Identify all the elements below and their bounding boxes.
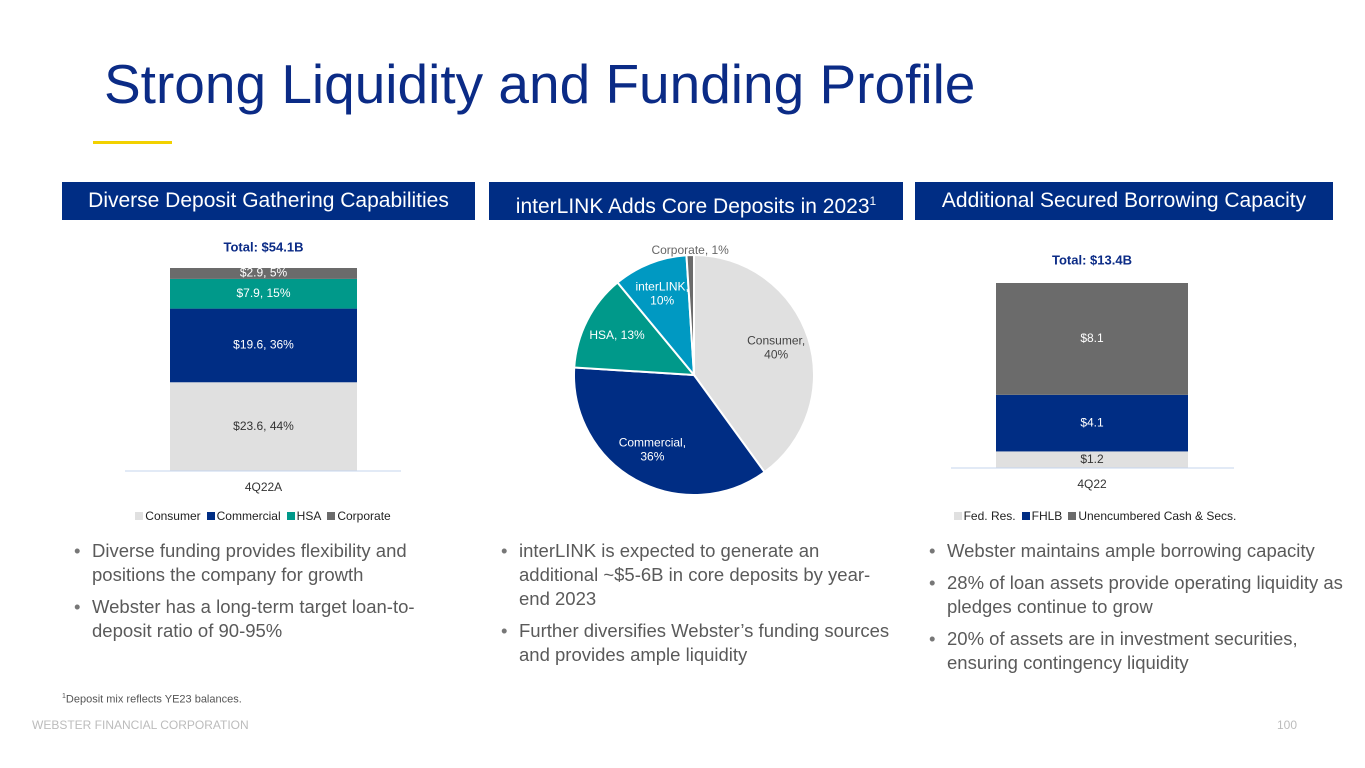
- slice-label: HSA, 13%: [589, 328, 645, 342]
- bar-segment: [170, 268, 357, 279]
- bullet-list: Diverse funding provides flexibility and…: [72, 539, 472, 651]
- legend-item: Fed. Res.: [953, 509, 1016, 523]
- pie-slice: [573, 366, 766, 496]
- footnote-ref: 1: [869, 194, 877, 208]
- data-label: $2.9, 5%: [240, 266, 288, 280]
- slice-label-line: Consumer,: [747, 333, 805, 347]
- x-tick-label: 4Q22: [1077, 477, 1107, 491]
- footnote-marker: 1: [62, 693, 66, 700]
- panel-header: Additional Secured Borrowing Capacity: [915, 182, 1333, 220]
- panel-header: interLINK Adds Core Deposits in 20231: [489, 182, 903, 220]
- chart-title: Total: $13.4B: [1052, 252, 1132, 267]
- bar-segment: [170, 382, 357, 471]
- bullet-list: interLINK is expected to generate an add…: [499, 539, 899, 675]
- legend-label: Commercial: [216, 509, 281, 523]
- slice-label-line: interLINK,: [636, 280, 689, 294]
- data-label: $19.6, 36%: [233, 338, 294, 352]
- panel-header: Diverse Deposit Gathering Capabilities: [62, 182, 475, 220]
- slice-label-line: 10%: [650, 294, 674, 308]
- data-label: $8.1: [1080, 331, 1104, 345]
- legend-label: Consumer: [145, 509, 201, 523]
- legend-item: Commercial: [206, 509, 281, 523]
- bullet: interLINK is expected to generate an add…: [501, 539, 899, 611]
- bar-segment: [996, 394, 1188, 452]
- footnote-text: Deposit mix reflects YE23 balances.: [65, 693, 242, 706]
- slice-label-line: 36%: [640, 450, 664, 464]
- legend-swatch: [953, 512, 962, 520]
- legend: Fed. Res. FHLB Unencumbered Cash & Secs.: [920, 509, 1270, 523]
- legend-swatch: [327, 512, 336, 520]
- slide-title: Strong Liquidity and Funding Profile: [104, 53, 976, 115]
- bullet-list: Webster maintains ample borrowing capaci…: [927, 539, 1347, 683]
- bullet: Diverse funding provides flexibility and…: [74, 539, 472, 587]
- data-label: $1.2: [1080, 452, 1104, 466]
- bullet: 28% of loan assets provide operating liq…: [929, 571, 1347, 619]
- slice-label-line: 40%: [764, 347, 788, 361]
- slice-label: Corporate, 1%: [651, 243, 729, 257]
- footer: WEBSTER FINANCIAL CORPORATION: [32, 718, 249, 732]
- legend-swatch: [286, 512, 295, 520]
- legend-swatch: [206, 512, 215, 520]
- chart-title: Total: $54.1B: [224, 239, 304, 254]
- bullet: Webster maintains ample borrowing capaci…: [929, 539, 1347, 563]
- legend: Consumer Commercial HSA Corporate: [125, 509, 401, 523]
- bar-segment: [996, 283, 1188, 395]
- data-label: $4.1: [1080, 415, 1104, 429]
- data-label: $23.6, 44%: [233, 419, 294, 433]
- page-number: 100: [1277, 718, 1298, 732]
- pie-slice: [693, 253, 815, 474]
- bullet: Webster has a long-term target loan-to-d…: [74, 595, 472, 643]
- panel-header-text: interLINK Adds Core Deposits in 2023: [515, 195, 870, 218]
- slice-label-line: Commercial,: [619, 436, 686, 450]
- legend-label: Corporate: [337, 509, 391, 523]
- legend-item: HSA: [286, 509, 322, 523]
- bar-segment: [996, 451, 1188, 468]
- pie-slice: [685, 253, 695, 376]
- bar-segment: [170, 278, 357, 309]
- slice-label: interLINK, 10%: [636, 280, 689, 308]
- legend-item: Corporate: [327, 509, 391, 523]
- legend-label: HSA: [296, 509, 322, 523]
- legend-label: Fed. Res.: [963, 509, 1016, 523]
- legend-swatch: [1068, 512, 1077, 520]
- data-label: $7.9, 15%: [236, 286, 290, 300]
- bullet: Further diversifies Webster’s funding so…: [501, 619, 899, 667]
- pie-slice: [573, 281, 697, 377]
- footnote: 1Deposit mix reflects YE23 balances.: [62, 693, 242, 706]
- legend-swatch: [135, 512, 144, 520]
- legend-item: Unencumbered Cash & Secs.: [1068, 509, 1236, 523]
- accent-rule: [93, 141, 172, 144]
- legend-item: Consumer: [135, 509, 201, 523]
- legend-swatch: [1021, 512, 1030, 520]
- pie-slice: [616, 254, 696, 379]
- slice-label: Consumer, 40%: [747, 333, 805, 361]
- x-tick-label: 4Q22A: [245, 480, 282, 494]
- bar-segment: [170, 308, 357, 383]
- legend-label: FHLB: [1031, 509, 1063, 523]
- legend-item: FHLB: [1021, 509, 1063, 523]
- slice-label: Commercial, 36%: [619, 436, 686, 464]
- bullet: 20% of assets are in investment securiti…: [929, 627, 1347, 675]
- legend-label: Unencumbered Cash & Secs.: [1078, 509, 1237, 523]
